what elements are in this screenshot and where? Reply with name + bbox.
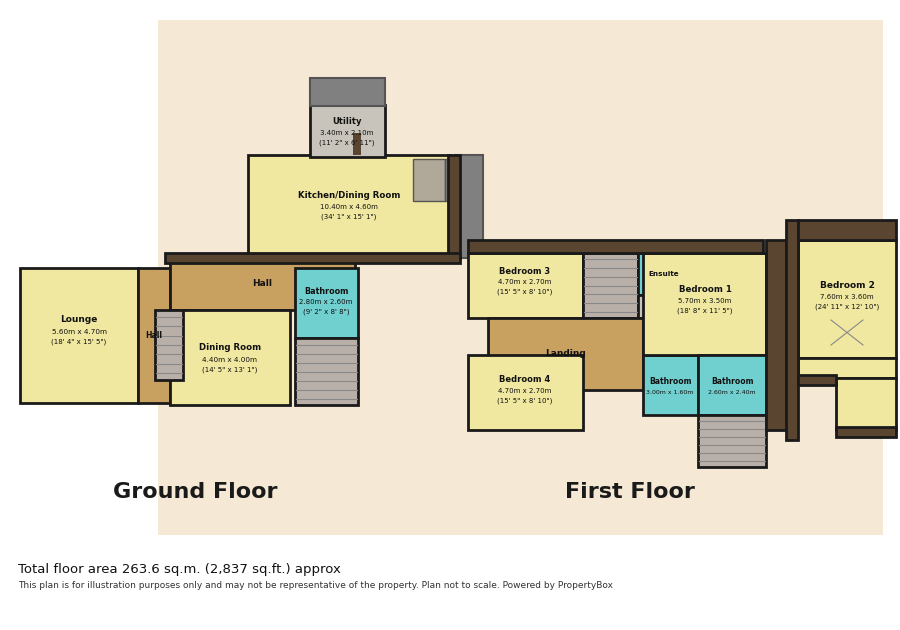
Bar xyxy=(170,310,290,405)
Bar xyxy=(698,415,766,467)
Text: (15' 5" x 8' 10"): (15' 5" x 8' 10") xyxy=(498,289,553,295)
Text: This plan is for illustration purposes only and may not be representative of the: This plan is for illustration purposes o… xyxy=(18,580,613,590)
Bar xyxy=(798,240,896,358)
Text: Lounge: Lounge xyxy=(60,316,98,324)
Text: Dining Room: Dining Room xyxy=(199,343,261,353)
Text: (9' 2" x 8' 8"): (9' 2" x 8' 8") xyxy=(302,309,349,315)
Bar xyxy=(698,355,766,415)
Text: 2.80m x 2.60m: 2.80m x 2.60m xyxy=(300,299,353,305)
Bar xyxy=(165,253,460,263)
Text: Bedroom 2: Bedroom 2 xyxy=(820,280,875,290)
Bar xyxy=(488,318,643,390)
Text: 7.60m x 3.60m: 7.60m x 3.60m xyxy=(820,294,874,300)
Text: Bathroom: Bathroom xyxy=(649,377,691,386)
Text: 3.40m x 2.10m: 3.40m x 2.10m xyxy=(320,130,374,136)
Bar xyxy=(798,358,896,378)
Bar xyxy=(445,159,457,201)
Bar xyxy=(455,155,483,258)
Bar xyxy=(468,253,583,318)
Text: (18' 4" x 15' 5"): (18' 4" x 15' 5") xyxy=(51,339,106,345)
Text: Landing: Landing xyxy=(544,350,585,358)
Bar xyxy=(766,240,786,430)
Text: Bedroom 4: Bedroom 4 xyxy=(500,375,551,384)
Bar xyxy=(158,20,883,535)
Text: (15' 5" x 8' 10"): (15' 5" x 8' 10") xyxy=(498,398,553,404)
Text: Total floor area 263.6 sq.m. (2,837 sq.ft.) approx: Total floor area 263.6 sq.m. (2,837 sq.f… xyxy=(18,563,341,576)
Bar xyxy=(786,220,798,440)
Text: 4.70m x 2.70m: 4.70m x 2.70m xyxy=(499,388,552,394)
Bar xyxy=(310,78,385,106)
Bar xyxy=(170,258,355,310)
Bar xyxy=(638,253,690,295)
Bar xyxy=(310,105,385,157)
Bar xyxy=(836,378,896,430)
Text: Ensuite: Ensuite xyxy=(649,271,680,277)
Text: (14' 5" x 13' 1"): (14' 5" x 13' 1") xyxy=(202,367,257,373)
Bar xyxy=(413,159,445,201)
Text: Bathroom: Bathroom xyxy=(711,377,753,386)
Bar xyxy=(138,268,170,403)
Text: Hall: Hall xyxy=(146,331,163,340)
Text: 4.70m x 2.70m: 4.70m x 2.70m xyxy=(499,279,552,285)
Text: Kitchen/Dining Room: Kitchen/Dining Room xyxy=(298,190,400,200)
Text: 5.60m x 4.70m: 5.60m x 4.70m xyxy=(51,329,106,335)
Bar xyxy=(248,155,450,258)
Bar xyxy=(353,133,361,155)
Text: (18' 8" x 11' 5"): (18' 8" x 11' 5") xyxy=(677,307,733,314)
Bar xyxy=(643,355,698,415)
Text: Bedroom 1: Bedroom 1 xyxy=(679,285,732,294)
Text: 4.40m x 4.00m: 4.40m x 4.00m xyxy=(202,357,257,363)
Bar xyxy=(20,268,138,403)
Text: Ground Floor: Ground Floor xyxy=(112,482,277,502)
Bar xyxy=(798,375,836,385)
Text: 10.40m x 4.60m: 10.40m x 4.60m xyxy=(320,204,378,210)
Text: Bedroom 3: Bedroom 3 xyxy=(500,268,551,277)
Bar xyxy=(468,240,763,253)
Text: Hall: Hall xyxy=(252,280,272,289)
Bar xyxy=(295,338,358,405)
Bar xyxy=(468,355,583,430)
Bar xyxy=(583,253,638,318)
Text: 2.60m x 2.40m: 2.60m x 2.40m xyxy=(708,391,756,396)
Bar xyxy=(295,268,358,338)
Text: (34' 1" x 15' 1"): (34' 1" x 15' 1") xyxy=(321,214,377,220)
Bar xyxy=(638,295,690,318)
Text: (24' 11" x 12' 10"): (24' 11" x 12' 10") xyxy=(814,304,879,310)
Bar xyxy=(155,310,183,380)
Bar xyxy=(836,427,896,437)
Text: Utility: Utility xyxy=(332,118,362,127)
Text: Bathroom: Bathroom xyxy=(304,287,348,295)
Text: First Floor: First Floor xyxy=(565,482,695,502)
Bar xyxy=(643,253,766,355)
Bar xyxy=(448,155,460,258)
Text: 5.70m x 3.50m: 5.70m x 3.50m xyxy=(679,298,732,304)
Text: (11' 2" x 6' 11"): (11' 2" x 6' 11") xyxy=(320,140,374,146)
Text: 3.00m x 1.60m: 3.00m x 1.60m xyxy=(646,391,694,396)
Bar xyxy=(798,220,896,240)
